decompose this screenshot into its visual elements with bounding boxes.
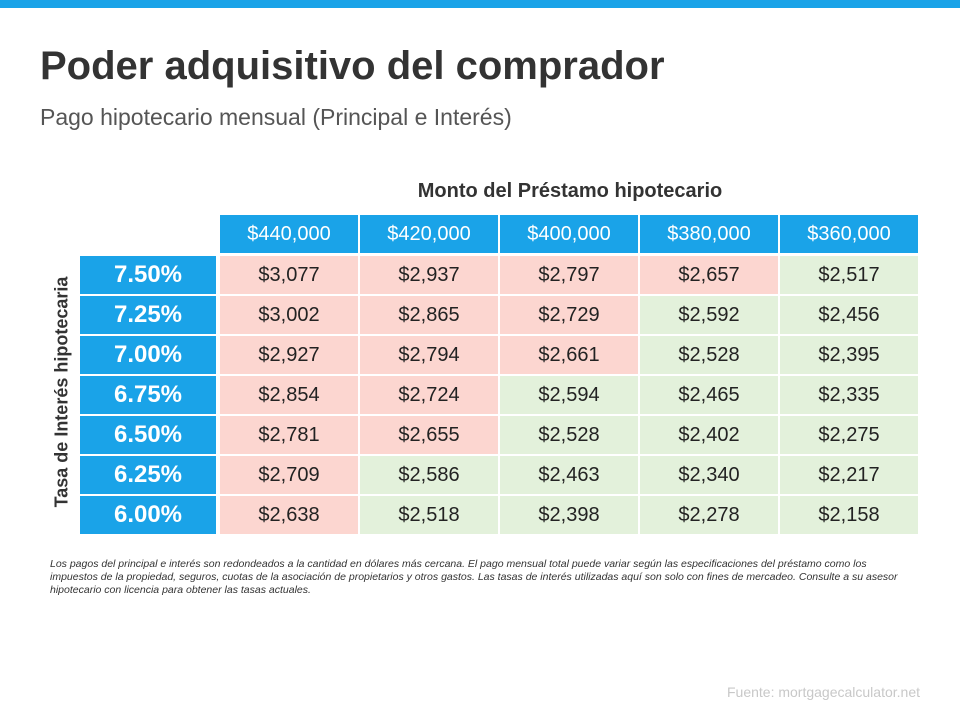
payment-cell: $3,077 xyxy=(220,256,358,294)
top-bar xyxy=(0,0,960,8)
payment-cell: $2,340 xyxy=(640,456,778,494)
payment-cell: $2,794 xyxy=(360,336,498,374)
payment-cell: $2,709 xyxy=(220,456,358,494)
row-header: Tasa de Interés hipotecaria xyxy=(51,276,72,508)
rate-label: 6.25% xyxy=(80,456,216,494)
column-label: $380,000 xyxy=(640,215,778,253)
title: Poder adquisitivo del comprador xyxy=(40,44,665,88)
payment-cell: $2,158 xyxy=(780,496,918,534)
column-label: $440,000 xyxy=(220,215,358,253)
rate-label: 7.25% xyxy=(80,296,216,334)
rate-label: 7.50% xyxy=(80,256,216,294)
payment-cell: $2,937 xyxy=(360,256,498,294)
payment-cell: $2,638 xyxy=(220,496,358,534)
footnote: Los pagos del principal e interés son re… xyxy=(50,558,898,596)
payment-cell: $2,854 xyxy=(220,376,358,414)
payment-cell: $2,528 xyxy=(500,416,638,454)
payment-cell: $2,657 xyxy=(640,256,778,294)
payment-cell: $2,335 xyxy=(780,376,918,414)
payment-cell: $2,586 xyxy=(360,456,498,494)
payment-cell: $2,398 xyxy=(500,496,638,534)
payment-cell: $2,275 xyxy=(780,416,918,454)
rate-label: 7.00% xyxy=(80,336,216,374)
payment-cell: $2,278 xyxy=(640,496,778,534)
payment-cell: $2,729 xyxy=(500,296,638,334)
rate-label: 6.75% xyxy=(80,376,216,414)
payment-cell: $2,781 xyxy=(220,416,358,454)
payment-cell: $2,528 xyxy=(640,336,778,374)
payment-cell: $2,797 xyxy=(500,256,638,294)
payment-cell: $2,724 xyxy=(360,376,498,414)
rate-label: 6.50% xyxy=(80,416,216,454)
payment-cell: $2,463 xyxy=(500,456,638,494)
payment-cell: $3,002 xyxy=(220,296,358,334)
rate-label: 6.00% xyxy=(80,496,216,534)
payment-cell: $2,592 xyxy=(640,296,778,334)
payment-cell: $2,456 xyxy=(780,296,918,334)
payment-cell: $2,518 xyxy=(360,496,498,534)
column-label: $400,000 xyxy=(500,215,638,253)
column-header: Monto del Préstamo hipotecario xyxy=(417,180,723,202)
column-label: $360,000 xyxy=(780,215,918,253)
payment-cell: $2,594 xyxy=(500,376,638,414)
column-label: $420,000 xyxy=(360,215,498,253)
subtitle: Pago hipotecario mensual (Principal e In… xyxy=(40,104,512,130)
payment-cell: $2,927 xyxy=(220,336,358,374)
payment-cell: $2,217 xyxy=(780,456,918,494)
payment-cell: $2,655 xyxy=(360,416,498,454)
payment-cell: $2,465 xyxy=(640,376,778,414)
payment-cell: $2,865 xyxy=(360,296,498,334)
payment-cell: $2,402 xyxy=(640,416,778,454)
payment-cell: $2,517 xyxy=(780,256,918,294)
source: Fuente: mortgagecalculator.net xyxy=(726,684,920,700)
payment-cell: $2,661 xyxy=(500,336,638,374)
payment-cell: $2,395 xyxy=(780,336,918,374)
